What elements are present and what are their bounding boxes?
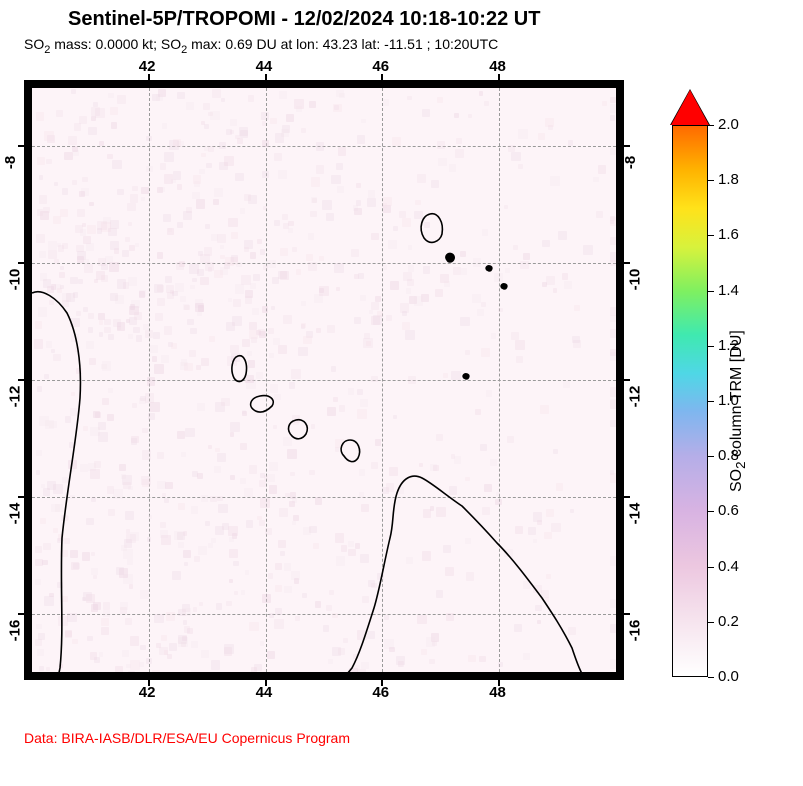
coast-small-dot-3 xyxy=(463,374,469,379)
colorbar-tick-mark xyxy=(708,622,714,623)
colorbar-tick-mark xyxy=(708,567,714,568)
coast-grande-comore xyxy=(232,356,247,382)
axis-tick-mark xyxy=(624,262,630,264)
axis-tick-label: -16 xyxy=(6,619,23,641)
colorbar-gradient xyxy=(672,125,708,677)
axis-tick-mark xyxy=(18,145,24,147)
colorbar: 0.00.20.40.60.81.01.21.41.61.82.0 SO2 co… xyxy=(672,90,803,677)
axis-tick-mark xyxy=(148,74,150,80)
axis-tick-mark xyxy=(624,613,630,615)
axis-tick-label: 42 xyxy=(139,58,156,75)
axis-tick-label: -8 xyxy=(2,156,19,169)
colorbar-tick-mark xyxy=(708,125,714,126)
chart-subtitle: SO2 mass: 0.0000 kt; SO2 max: 0.69 DU at… xyxy=(24,36,498,56)
axis-tick-mark xyxy=(18,262,24,264)
data-attribution: Data: BIRA-IASB/DLR/ESA/EU Copernicus Pr… xyxy=(24,730,350,746)
axis-tick-mark xyxy=(381,680,383,686)
colorbar-tick-label: 2.0 xyxy=(718,116,739,133)
axis-tick-label: 44 xyxy=(256,58,273,75)
axis-tick-mark xyxy=(18,496,24,498)
axis-tick-mark xyxy=(498,74,500,80)
axis-tick-mark xyxy=(624,145,630,147)
colorbar-tick-mark xyxy=(708,180,714,181)
coast-mayotte xyxy=(341,440,359,462)
coast-anjouan xyxy=(289,420,308,439)
colorbar-tick-mark xyxy=(708,291,714,292)
chart-title: Sentinel-5P/TROPOMI - 12/02/2024 10:18-1… xyxy=(68,8,540,31)
colorbar-tick-label: 0.4 xyxy=(718,558,739,575)
colorbar-tick-label: 0.0 xyxy=(718,668,739,685)
axis-tick-label: -12 xyxy=(6,386,23,408)
axis-tick-label: -12 xyxy=(626,386,643,408)
colorbar-tick-mark xyxy=(708,346,714,347)
axis-tick-mark xyxy=(624,496,630,498)
axis-tick-label: 42 xyxy=(139,684,156,701)
axis-tick-label: 44 xyxy=(256,684,273,701)
coast-madagascar-north xyxy=(332,476,592,672)
colorbar-tick-label: 1.6 xyxy=(718,226,739,243)
map-plot-area xyxy=(24,80,624,680)
coast-africa-east-coast xyxy=(32,292,80,672)
colorbar-tick-mark xyxy=(708,235,714,236)
coast-small-isle-1 xyxy=(421,214,442,243)
axis-tick-label: -14 xyxy=(626,502,643,524)
colorbar-tick-mark xyxy=(708,456,714,457)
colorbar-tick-mark xyxy=(708,511,714,512)
axis-tick-label: 46 xyxy=(372,58,389,75)
coast-moheli xyxy=(251,396,274,412)
axis-tick-label: -8 xyxy=(622,156,639,169)
coast-small-dot-1 xyxy=(486,266,492,271)
axis-tick-label: -16 xyxy=(626,619,643,641)
coastlines xyxy=(32,88,616,672)
colorbar-axis-label: SO2 column TRM [DU] xyxy=(728,311,748,511)
coast-small-isle-2 xyxy=(446,253,454,262)
axis-tick-mark xyxy=(624,379,630,381)
axis-tick-mark xyxy=(498,680,500,686)
axis-tick-mark xyxy=(148,680,150,686)
colorbar-tick-label: 1.8 xyxy=(718,171,739,188)
axis-tick-label: 48 xyxy=(489,684,506,701)
axis-tick-label: -10 xyxy=(626,269,643,291)
colorbar-tick-mark xyxy=(708,677,714,678)
axis-tick-mark xyxy=(18,613,24,615)
colorbar-tick-label: 1.4 xyxy=(718,282,739,299)
axis-tick-label: -10 xyxy=(6,269,23,291)
axis-tick-mark xyxy=(265,74,267,80)
colorbar-tick-label: 0.2 xyxy=(718,613,739,630)
axis-tick-mark xyxy=(265,680,267,686)
axis-tick-label: 46 xyxy=(372,684,389,701)
colorbar-overflow-arrow xyxy=(671,90,709,125)
axis-tick-label: 48 xyxy=(489,58,506,75)
colorbar-tick-mark xyxy=(708,401,714,402)
axis-tick-mark xyxy=(18,379,24,381)
coast-small-dot-2 xyxy=(501,284,507,289)
axis-tick-mark xyxy=(381,74,383,80)
axis-tick-label: -14 xyxy=(6,502,23,524)
